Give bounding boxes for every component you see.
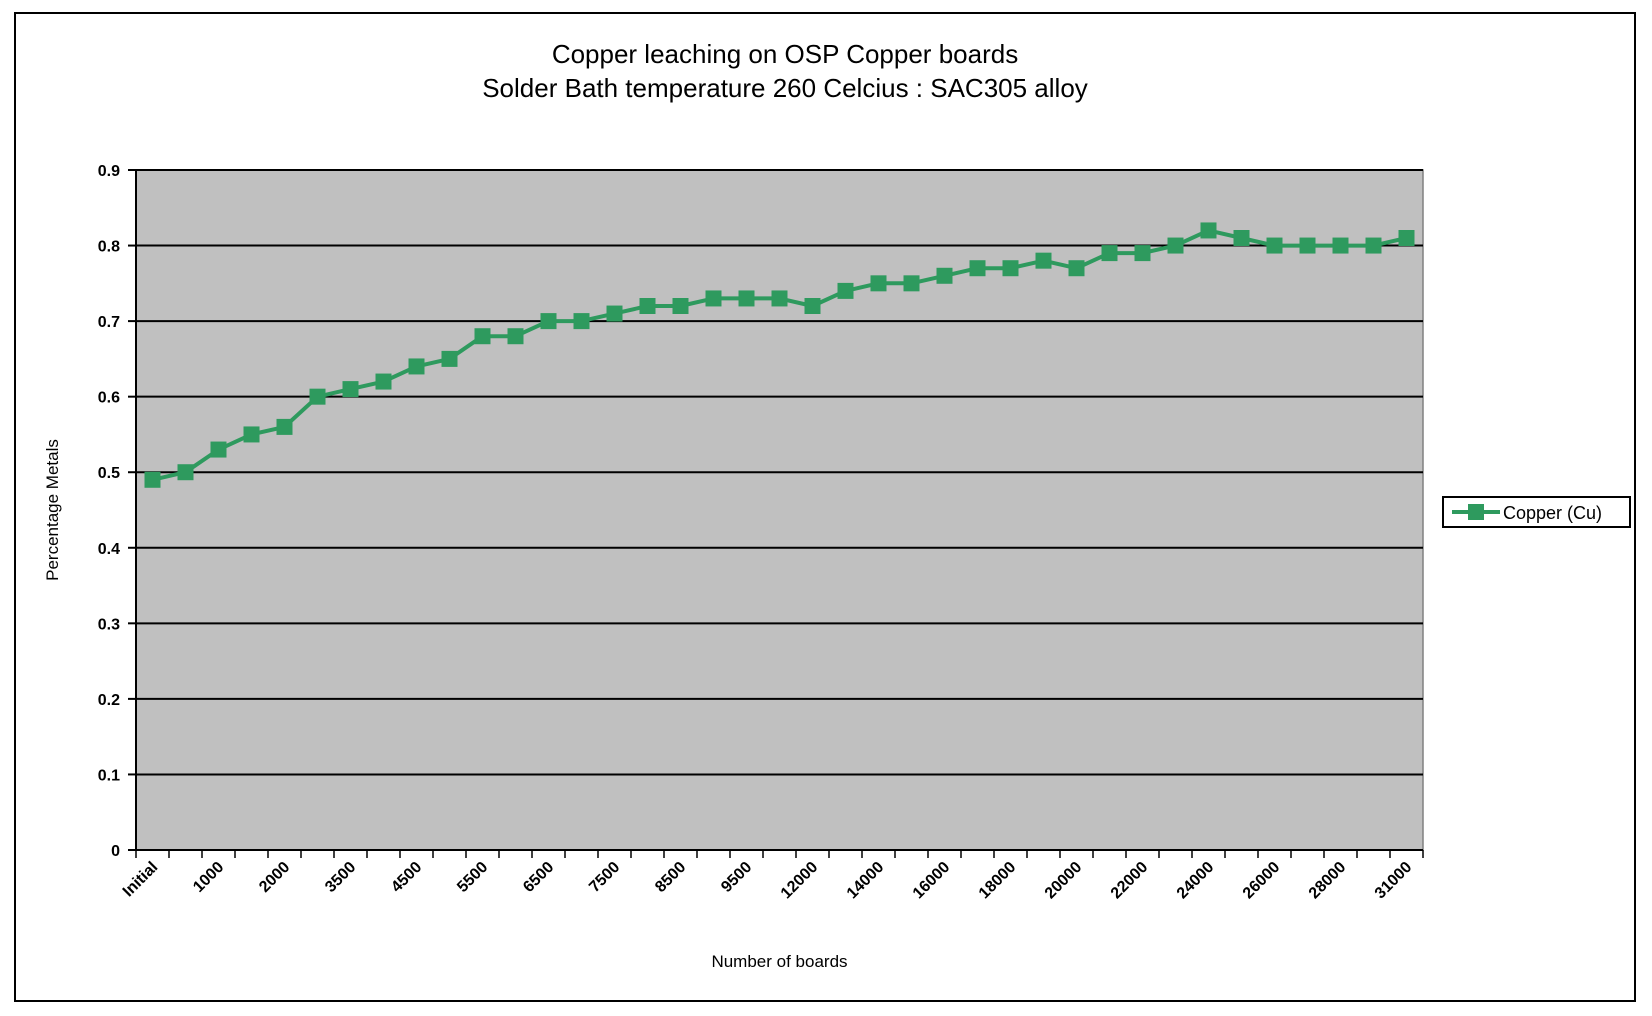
x-tick-label: 16000 — [910, 859, 954, 903]
x-tick-label: 14000 — [844, 859, 888, 903]
x-tick-label: 3500 — [322, 859, 359, 896]
data-point — [507, 328, 524, 345]
y-tick-label: 0.3 — [98, 616, 120, 633]
data-point — [1134, 245, 1151, 262]
x-tick-label: 7500 — [586, 859, 623, 896]
legend: Copper (Cu) — [1442, 496, 1631, 528]
data-point — [408, 358, 425, 375]
data-point — [1365, 237, 1382, 254]
data-point — [837, 282, 854, 299]
data-point — [342, 381, 359, 398]
x-tick-label: 9500 — [718, 859, 755, 896]
data-point — [474, 328, 491, 345]
x-tick-label: 6500 — [520, 859, 557, 896]
chart-title: Copper leaching on OSP Copper boards — [552, 39, 1018, 69]
x-tick-label: 12000 — [778, 859, 822, 903]
y-tick-label: 0.4 — [98, 541, 120, 558]
axes — [135, 170, 1423, 851]
y-tick-label: 0.8 — [98, 239, 120, 256]
data-point — [672, 298, 689, 314]
data-point — [639, 298, 656, 314]
data-point — [1233, 230, 1250, 246]
data-point — [771, 290, 788, 307]
data-point — [375, 373, 392, 390]
x-tick-label: 2000 — [256, 859, 293, 896]
x-tick-label: 4500 — [388, 859, 425, 896]
x-tick-label: 8500 — [652, 859, 689, 896]
data-point — [540, 313, 557, 330]
data-point — [210, 441, 227, 458]
y-tick-label: 0 — [111, 843, 120, 860]
x-tick-label: 24000 — [1174, 859, 1218, 903]
x-tick-label: 28000 — [1306, 859, 1350, 903]
x-tick-label: 31000 — [1372, 859, 1416, 903]
y-tick-label: 0.1 — [98, 767, 120, 784]
data-point — [936, 267, 953, 284]
data-point — [243, 426, 260, 443]
y-tick-label: 0.7 — [98, 314, 120, 331]
x-axis-label: Number of boards — [711, 952, 847, 971]
x-tick-label: 1000 — [190, 859, 227, 896]
data-point — [144, 471, 161, 488]
data-point — [1266, 237, 1283, 254]
data-point — [1068, 260, 1085, 277]
y-tick-label: 0.2 — [98, 692, 120, 709]
grid-lines — [136, 169, 1423, 776]
chart-subtitle: Solder Bath temperature 260 Celcius : SA… — [482, 73, 1088, 103]
data-point — [870, 275, 887, 292]
data-point — [804, 298, 821, 314]
y-axis-ticks: 0 0.1 0.2 0.3 0.4 0.5 0.6 0.7 0.8 0.9 — [98, 163, 136, 860]
data-point — [1002, 260, 1019, 277]
data-point — [573, 313, 590, 330]
data-point — [309, 388, 326, 405]
x-tick-label: 22000 — [1108, 859, 1152, 903]
data-point — [738, 290, 755, 307]
x-tick-label: 26000 — [1240, 859, 1284, 903]
x-tick-label: 18000 — [976, 859, 1020, 903]
data-point — [969, 260, 986, 277]
y-axis-label: Percentage Metals — [43, 439, 62, 581]
data-point — [1101, 245, 1118, 262]
data-point — [1299, 237, 1316, 254]
x-axis-ticks: Initial 1000 2000 3500 4500 5500 6500 7500 8500 9… — [120, 850, 1424, 903]
data-point — [1167, 237, 1184, 254]
y-tick-label: 0.5 — [98, 465, 120, 482]
y-tick-label: 0.9 — [98, 163, 120, 180]
data-point — [177, 464, 194, 481]
x-tick-label: 5500 — [454, 859, 491, 896]
x-tick-label: 20000 — [1042, 859, 1086, 903]
data-point — [606, 305, 623, 322]
data-point — [441, 350, 458, 367]
data-point — [705, 290, 722, 307]
data-point — [1200, 222, 1217, 239]
data-point — [903, 275, 920, 292]
data-point — [1398, 230, 1415, 246]
plot-area — [135, 169, 1424, 851]
data-point — [1332, 237, 1349, 254]
series-group — [144, 222, 1415, 488]
data-point — [276, 418, 293, 435]
data-point — [1035, 252, 1052, 269]
x-tick-label: Initial — [120, 859, 162, 901]
y-tick-label: 0.6 — [98, 390, 120, 407]
legend-marker-swatch — [1468, 504, 1484, 520]
legend-entry-copper: Copper (Cu) — [1503, 503, 1602, 523]
